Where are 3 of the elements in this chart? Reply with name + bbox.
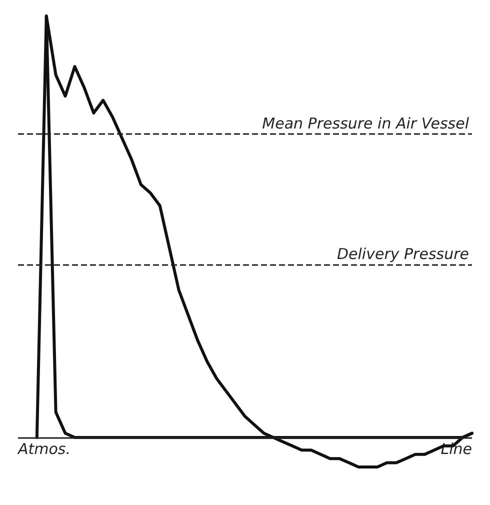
ref-line-label: Delivery Pressure [336,245,469,264]
ref-line-label: Mean Pressure in Air Vessel [262,114,470,133]
annotation: Atmos. [17,440,71,458]
